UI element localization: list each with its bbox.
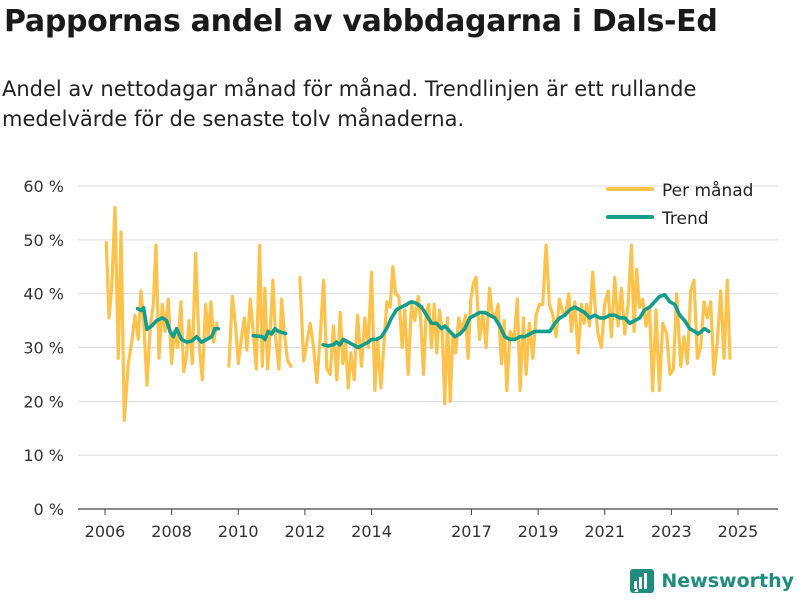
series-line-per-manad xyxy=(298,243,732,406)
x-tick-label: 2006 xyxy=(85,522,126,541)
x-tick-label: 2014 xyxy=(351,522,392,541)
legend-label-per-manad: Per månad xyxy=(662,180,753,201)
legend[interactable]: Per månad Trend xyxy=(606,180,753,229)
newsworthy-logo-icon xyxy=(630,569,655,593)
series-line-per-manad xyxy=(227,243,293,371)
y-tick-label: 30 % xyxy=(23,339,64,358)
x-tick-label: 2019 xyxy=(518,522,559,541)
x-tick-label: 2012 xyxy=(285,522,326,541)
x-tick-label: 2023 xyxy=(651,522,692,541)
brand-name: Newsworthy xyxy=(661,570,794,592)
x-tick-label: 2025 xyxy=(718,522,759,541)
series-layer xyxy=(104,205,732,422)
series-line-trend xyxy=(135,305,221,344)
y-tick-label: 0 % xyxy=(34,500,64,519)
y-tick-label: 10 % xyxy=(23,446,64,465)
series-line-trend xyxy=(321,292,711,350)
y-tick-label: 60 % xyxy=(23,177,64,196)
series-line-trend xyxy=(251,326,288,342)
x-tick-label: 2017 xyxy=(451,522,492,541)
axis-layer: 0 % 10 % 20 % 30 % 40 % 50 % 60 % 2006 2008 2010 2… xyxy=(23,177,758,541)
x-tick-label: 2008 xyxy=(151,522,192,541)
y-tick-label: 40 % xyxy=(23,285,64,304)
brand-logo: Newsworthy xyxy=(629,568,794,594)
series-line-per-manad xyxy=(104,205,219,422)
x-tick-label: 2021 xyxy=(584,522,625,541)
chart-subtitle: Andel av nettodagar månad för månad. Tre… xyxy=(2,77,697,131)
legend-label-trend: Trend xyxy=(661,209,709,229)
y-tick-label: 50 % xyxy=(23,231,64,250)
x-tick-label: 2010 xyxy=(218,522,259,541)
y-tick-label: 20 % xyxy=(23,392,64,411)
chart-title: Pappornas andel av vabbdagarna i Dals-Ed xyxy=(4,4,718,39)
